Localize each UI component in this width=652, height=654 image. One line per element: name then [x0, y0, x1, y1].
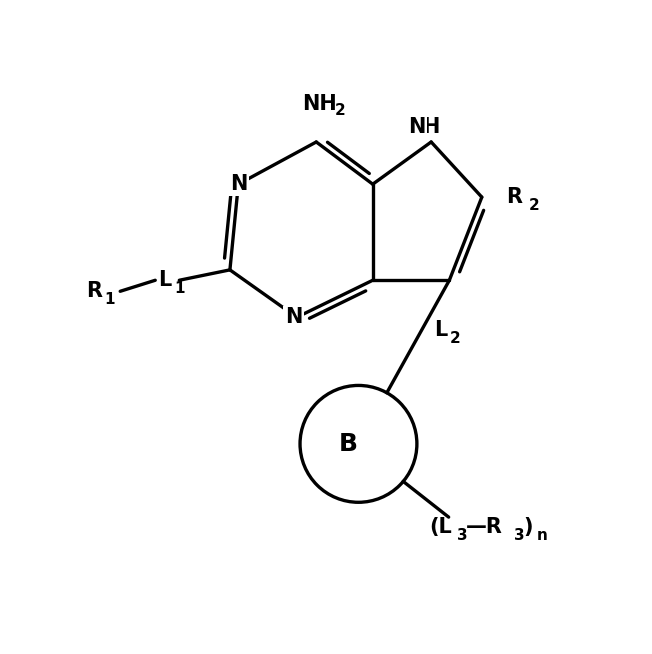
Text: L: L	[434, 320, 447, 340]
Text: N: N	[285, 307, 303, 327]
Text: 2: 2	[450, 331, 460, 346]
Text: H: H	[422, 117, 440, 137]
Text: ): )	[524, 517, 533, 537]
Text: 1: 1	[174, 281, 185, 296]
Text: 3: 3	[457, 528, 467, 543]
Text: 2: 2	[529, 198, 540, 213]
Text: 3: 3	[514, 528, 524, 543]
Text: 2: 2	[334, 103, 345, 118]
Text: N: N	[230, 174, 247, 194]
Text: R: R	[507, 187, 522, 207]
Text: N: N	[408, 117, 426, 137]
Text: NH: NH	[302, 94, 337, 114]
Text: R: R	[86, 281, 102, 301]
Text: B: B	[339, 432, 358, 456]
Text: L: L	[158, 270, 171, 290]
Text: n: n	[537, 528, 547, 543]
Text: 1: 1	[104, 292, 115, 307]
Text: (L: (L	[429, 517, 452, 537]
Text: —R: —R	[466, 517, 503, 537]
